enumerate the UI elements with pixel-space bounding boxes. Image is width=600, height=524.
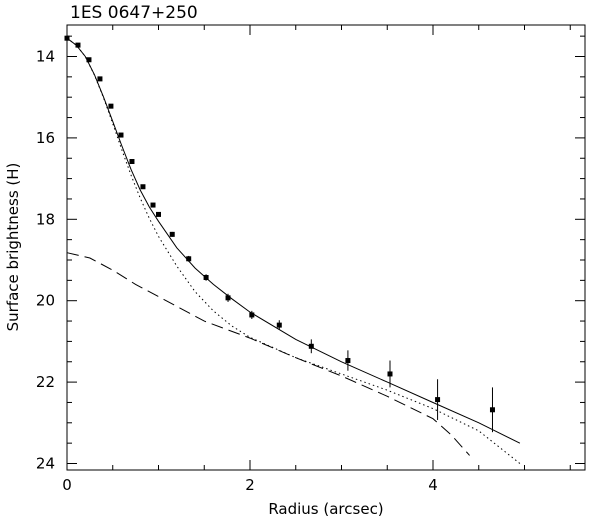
dashed-curve <box>66 252 470 456</box>
y-tick-label: 16 <box>36 129 55 147</box>
data-point <box>308 343 314 349</box>
data-point <box>64 35 70 41</box>
data-point <box>169 231 175 237</box>
data-point <box>118 132 124 138</box>
axis-ticks <box>66 25 585 470</box>
data-point <box>140 184 146 190</box>
solid-curve <box>66 37 521 444</box>
model-curves <box>66 37 521 464</box>
x-tick-label: 2 <box>245 476 255 494</box>
data-point <box>150 202 156 208</box>
data-point <box>489 407 495 413</box>
data-point <box>225 295 231 301</box>
data-point <box>435 397 441 403</box>
plot-frame <box>66 24 586 471</box>
data-point <box>156 211 161 217</box>
data-point <box>129 159 135 165</box>
data-point <box>276 322 282 328</box>
data-point <box>203 275 209 281</box>
data-point <box>387 371 393 377</box>
data-point <box>186 256 192 262</box>
y-tick-label: 22 <box>36 373 55 391</box>
data-point <box>345 358 351 364</box>
x-tick-label: 4 <box>428 476 438 494</box>
chart-title: 1ES 0647+250 <box>70 3 198 23</box>
data-point <box>86 57 92 63</box>
y-tick-label: 18 <box>36 210 55 228</box>
x-tick-label: 0 <box>62 476 72 494</box>
data-points <box>64 35 495 433</box>
x-axis-label: Radius (arcsec) <box>268 500 383 518</box>
y-tick-label: 24 <box>36 455 55 473</box>
data-point <box>249 312 255 318</box>
data-point <box>75 42 81 48</box>
data-point <box>97 76 103 82</box>
data-point <box>108 103 114 109</box>
y-axis-label: Surface brightness (H) <box>4 163 22 332</box>
y-tick-label: 14 <box>36 48 55 66</box>
y-tick-label: 20 <box>36 292 55 310</box>
dotted-curve <box>66 37 521 464</box>
